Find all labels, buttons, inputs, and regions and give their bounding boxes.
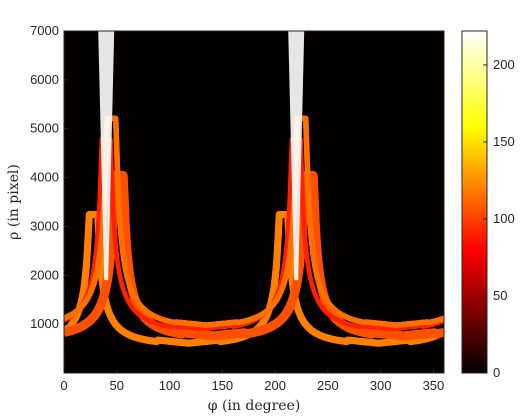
x-tick-label: 150	[211, 378, 233, 393]
heatmap-bands	[64, 31, 444, 347]
y-tick-label: 7000	[30, 23, 59, 38]
y-axis: 1000 2000 3000 4000 5000 6000 7000	[30, 23, 68, 331]
x-tick-label: 200	[264, 378, 286, 393]
y-tick-label: 6000	[30, 72, 59, 87]
x-axis-label: φ (in degree)	[208, 398, 301, 414]
y-tick-label: 3000	[30, 218, 59, 233]
x-tick-label: 100	[159, 378, 181, 393]
colorbar-tick-label: 50	[493, 288, 507, 303]
heatmap-band-3-right	[64, 115, 444, 328]
heatmap-peak-0	[98, 31, 115, 281]
colorbar-tick-label: 0	[493, 365, 500, 380]
x-axis: 0 50 100 150 200 250 300 350	[60, 369, 444, 393]
x-tick-label: 300	[370, 378, 392, 393]
colorbar-ticks: 0 50 100 150 200	[483, 57, 515, 380]
colorbar-gradient	[461, 30, 488, 374]
x-tick-label: 350	[423, 378, 445, 393]
y-tick-label: 4000	[30, 170, 59, 185]
x-tick-label: 250	[317, 378, 339, 393]
heatmap-band-1-right	[64, 171, 444, 341]
y-tick-label: 2000	[30, 267, 59, 282]
y-tick-label: 5000	[30, 121, 59, 136]
y-tick-label: 1000	[30, 316, 59, 331]
colorbar: 0 50 100 150 200	[461, 30, 515, 380]
y-axis-label: ρ (in pixel)	[6, 164, 22, 240]
colorbar-tick-label: 100	[493, 211, 515, 226]
colorbar-tick-label: 200	[493, 57, 515, 72]
colorbar-tick-label: 150	[493, 134, 515, 149]
heatmap-peak-1	[288, 31, 305, 281]
plot-area	[63, 30, 445, 374]
x-tick-label: 50	[110, 378, 124, 393]
plot-frame	[63, 30, 445, 374]
x-tick-label: 0	[60, 378, 67, 393]
